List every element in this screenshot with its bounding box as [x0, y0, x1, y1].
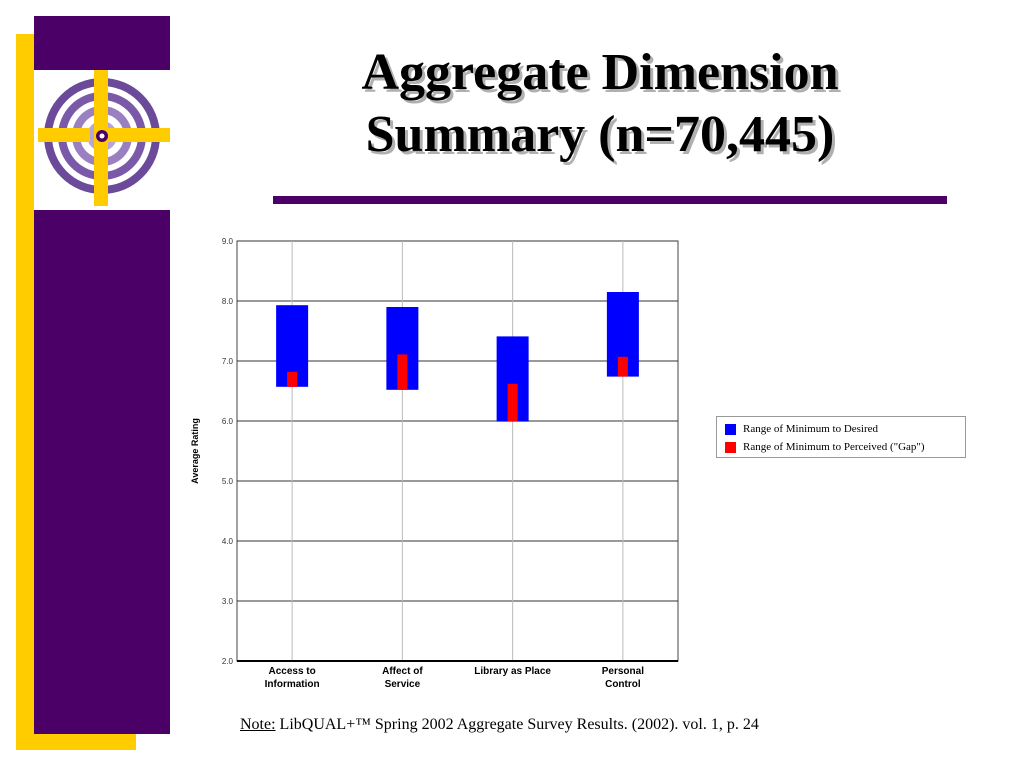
note-label: Note: [240, 716, 276, 733]
x-category-label-line: Information [265, 679, 320, 690]
x-category-label: Library as Place [474, 666, 551, 677]
x-category-label-line: Control [605, 679, 641, 690]
y-tick-label: 3.0 [222, 597, 234, 606]
y-tick-label: 5.0 [222, 477, 234, 486]
y-tick-label: 9.0 [222, 237, 234, 246]
note-text: LibQUAL+™ Spring 2002 Aggregate Survey R… [275, 716, 759, 733]
legend-label-gap: Range of Minimum to Perceived ("Gap") [743, 441, 925, 453]
y-tick-label: 8.0 [222, 297, 234, 306]
legend-label-desired: Range of Minimum to Desired [743, 423, 879, 435]
y-axis-title: Average Rating [190, 418, 200, 484]
title-underline [273, 196, 947, 204]
title-line-1: Aggregate Dimension [361, 44, 839, 101]
x-category-label-line: Personal [602, 666, 644, 677]
y-tick-label: 2.0 [222, 657, 234, 666]
x-category-label: Access to Information [265, 666, 320, 690]
libqual-logo-icon [38, 70, 170, 206]
y-tick-label: 7.0 [222, 357, 234, 366]
y-tick-label: 4.0 [222, 537, 234, 546]
legend-item-gap: Range of Minimum to Perceived ("Gap") [725, 438, 965, 456]
gap-range-bar [507, 383, 518, 422]
title-line-2: Summary (n=70,445) [365, 106, 835, 163]
page-title: Aggregate Dimension Summary (n=70,445) [230, 42, 970, 166]
x-category-label-line: Access to [269, 666, 316, 677]
dimension-range-chart: 2.0 3.0 4.0 5.0 6.0 7.0 8.0 9.0 Access to Informa… [190, 237, 679, 690]
legend-swatch-gap [725, 441, 736, 453]
x-category-label-line: Affect of [382, 666, 423, 677]
plot-area [236, 240, 679, 662]
x-category-label-line: Library as Place [474, 666, 551, 677]
chart-legend: Range of Minimum to Desired Range of Min… [716, 416, 966, 458]
y-tick-label: 6.0 [222, 417, 234, 426]
logo-box [34, 70, 170, 210]
gap-range-bar [617, 356, 628, 377]
x-category-label: Affect of Service [382, 666, 423, 690]
legend-item-desired: Range of Minimum to Desired [725, 420, 965, 438]
gap-range-bar [397, 354, 408, 390]
gap-range-bar [287, 371, 298, 387]
x-category-label-line: Service [385, 679, 421, 690]
source-note: Note: LibQUAL+™ Spring 2002 Aggregate Su… [240, 716, 759, 734]
legend-swatch-desired [725, 423, 736, 435]
x-category-label: Personal Control [602, 666, 644, 690]
